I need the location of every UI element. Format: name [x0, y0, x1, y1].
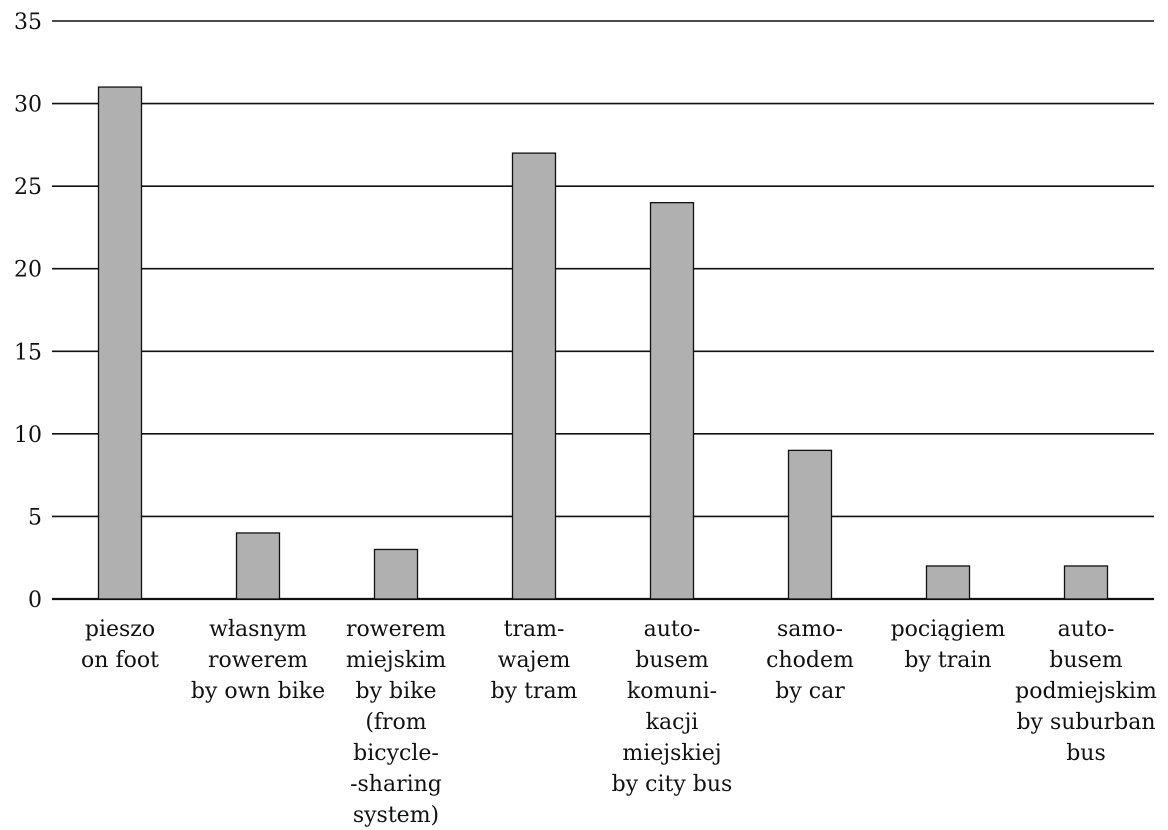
x-category-label-line: bus	[1066, 741, 1106, 766]
y-tick-label: 0	[28, 588, 42, 613]
x-category-label-line: -sharing	[350, 772, 442, 797]
x-category-label-line: auto-	[1058, 617, 1115, 642]
x-category-label-line: system)	[353, 803, 439, 828]
bar	[235, 532, 281, 600]
x-category-label-line: tram-	[504, 617, 565, 642]
x-category-label: samo-chodem by car	[766, 617, 854, 704]
x-category-label-line: podmiejskim	[1015, 679, 1157, 704]
x-category-label-line: on foot	[81, 648, 159, 673]
x-category-label-line: busem	[1049, 648, 1123, 673]
bar	[925, 565, 971, 600]
grid-layer	[52, 20, 1154, 601]
x-category-label-line: (from	[365, 710, 426, 735]
x-category-label-line: chodem	[766, 648, 854, 673]
y-tick-label: 5	[28, 505, 42, 530]
x-category-label-line: by own bike	[191, 679, 325, 704]
bars-layer	[97, 86, 1109, 600]
bar	[1063, 565, 1109, 600]
x-category-label: rowerem miejskim by bike (from bicycle- -shar…	[346, 617, 446, 828]
y-tick-label: 25	[14, 175, 42, 200]
x-category-label-line: by bike	[356, 679, 437, 704]
x-category-label-line: by suburban	[1016, 710, 1155, 735]
x-category-label: tram-wajem by tram	[491, 617, 578, 704]
x-category-label-line: rowerem	[208, 648, 308, 673]
x-category-label: auto-busem komuni-kacji miejskiej by city b…	[612, 617, 733, 797]
y-tick-label: 20	[14, 258, 42, 283]
x-category-label-line: by train	[904, 648, 991, 673]
x-category-label-line: kacji	[646, 710, 699, 735]
y-tick-label: 15	[14, 340, 42, 365]
x-category-label-line: by tram	[491, 679, 578, 704]
x-category-label-line: by car	[775, 679, 845, 704]
y-tick-label: 30	[14, 93, 42, 118]
bar	[649, 202, 695, 600]
bar	[787, 449, 833, 600]
y-tick-label: 35	[14, 10, 42, 35]
x-category-label-line: bicycle-	[353, 741, 439, 766]
x-category-label-line: własnym	[209, 617, 307, 642]
x-category-label-line: busem	[635, 648, 709, 673]
x-category-label: pieszo on foot	[81, 617, 159, 673]
x-category-label: auto-busem podmiejskim by suburban bus	[1015, 617, 1157, 766]
y-tick-label: 10	[14, 423, 42, 448]
x-category-label-line: auto-	[644, 617, 701, 642]
x-category-label-line: pociągiem	[891, 617, 1006, 642]
x-category-label-line: miejskim	[346, 648, 446, 673]
y-axis-ticks: 0 5 10 15 20 25 30 35	[14, 10, 42, 613]
x-category-label-line: rowerem	[346, 617, 446, 642]
bar	[373, 548, 419, 600]
x-axis-labels: pieszo on foot własnym rowerem by own bike ro…	[81, 617, 1157, 828]
x-category-label: pociągiem by train	[891, 617, 1006, 673]
x-category-label-line: samo-	[777, 617, 843, 642]
x-category-label-line: wajem	[498, 648, 571, 673]
x-category-label-line: miejskiej	[622, 741, 721, 766]
x-category-label-line: komuni-	[627, 679, 717, 704]
x-category-label-line: by city bus	[612, 772, 733, 797]
bar	[511, 152, 557, 600]
x-category-label: własnym rowerem by own bike	[191, 617, 325, 704]
bar	[97, 86, 143, 600]
x-category-label-line: pieszo	[85, 617, 155, 642]
